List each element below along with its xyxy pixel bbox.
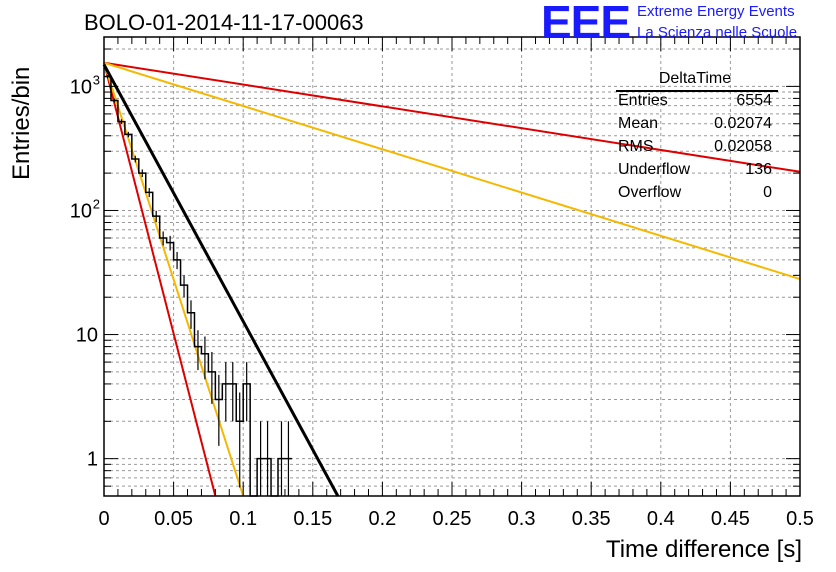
y-axis-label: Entries/bin xyxy=(8,66,35,180)
stat-key: Mean xyxy=(618,115,659,132)
stats-box: DeltaTime Entries 6554 Mean 0.02074 RMS … xyxy=(612,70,778,208)
histogram-step xyxy=(104,75,292,497)
stat-key: Entries xyxy=(618,92,668,109)
x-tick-label: 0.5 xyxy=(786,508,814,530)
stats-title: DeltaTime xyxy=(658,70,732,87)
histogram xyxy=(104,75,292,497)
stat-value: 0 xyxy=(763,184,772,201)
x-tick-label: 0.25 xyxy=(433,508,472,530)
logo-line-1: Extreme Energy Events xyxy=(637,3,795,20)
stats-separator xyxy=(616,90,778,92)
stat-key: Underflow xyxy=(618,161,691,178)
exponential-fit xyxy=(102,63,340,497)
y-tick-label: 10 xyxy=(70,76,92,98)
grid xyxy=(103,37,801,497)
y-tick-label: 10 xyxy=(76,325,98,347)
x-tick-label: 0.1 xyxy=(229,508,257,530)
stat-value: 136 xyxy=(745,161,772,178)
stat-row-entries: Entries 6554 xyxy=(618,92,772,114)
x-tick-label: 0.4 xyxy=(647,508,675,530)
x-tick-label: 0.45 xyxy=(711,508,750,530)
eee-logo: EEE xyxy=(541,0,631,48)
y-tick-label: 10 xyxy=(70,200,92,222)
model-line-orange xyxy=(103,61,801,281)
fit-curve xyxy=(102,63,340,497)
stat-row-mean: Mean 0.02074 xyxy=(618,115,772,137)
chart-title: BOLO-01-2014-11-17-00063 xyxy=(84,10,364,35)
model-line-red xyxy=(103,61,801,173)
y-tick-exponent: 2 xyxy=(93,196,100,211)
x-tick-labels: 0 0.05 0.1 0.15 0.2 0.25 0.3 0.35 0.4 0.45 0.5 xyxy=(98,508,813,530)
stat-key: Overflow xyxy=(618,184,682,201)
x-tick-label: 0.35 xyxy=(572,508,611,530)
y-tick-exponent: 3 xyxy=(93,72,100,87)
x-axis-label: Time difference [s] xyxy=(605,536,802,563)
x-tick-label: 0.3 xyxy=(508,508,536,530)
x-tick-label: 0.2 xyxy=(368,508,396,530)
stat-key: RMS xyxy=(618,138,654,155)
x-tick-label: 0.15 xyxy=(293,508,332,530)
stat-value: 0.02074 xyxy=(714,115,772,132)
x-tick-label: 0 xyxy=(98,508,109,530)
stat-row-overflow: Overflow 0 xyxy=(618,184,772,206)
model-line-red xyxy=(103,62,217,497)
x-tick-label: 0.05 xyxy=(154,508,193,530)
y-tick-label: 1 xyxy=(87,449,98,471)
axis-ticks xyxy=(103,37,801,497)
stat-value: 6554 xyxy=(736,92,772,109)
stat-value: 0.02058 xyxy=(714,138,772,155)
stat-row-rms: RMS 0.02058 xyxy=(618,138,772,160)
stat-row-underflow: Underflow 136 xyxy=(618,161,772,183)
logo-line-2: La Scienza nelle Scuole xyxy=(637,24,798,41)
